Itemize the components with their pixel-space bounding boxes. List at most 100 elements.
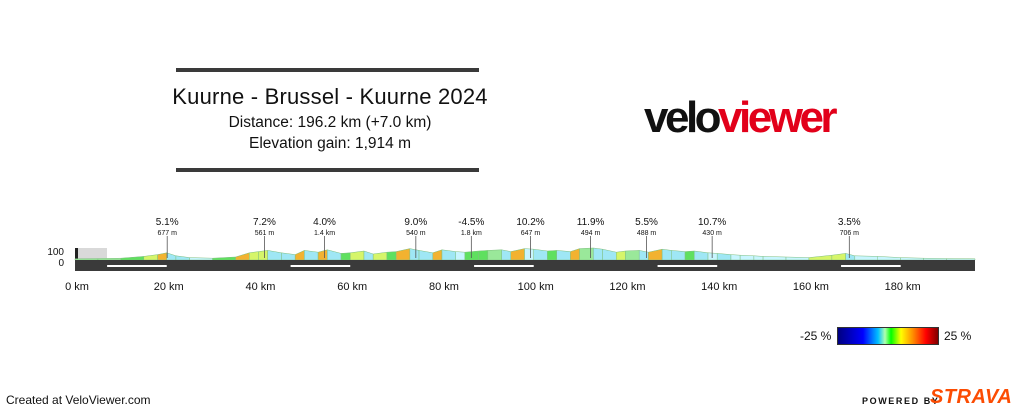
climb-length-label: 540 m <box>406 230 426 237</box>
x-tick-label: 120 km <box>609 281 645 293</box>
profile-segment <box>363 250 374 261</box>
climb-grade-label: -4.5% <box>458 217 484 228</box>
y-axis <box>75 248 78 260</box>
profile-segment <box>409 248 420 261</box>
profile-segment <box>762 256 787 261</box>
y-tick-label: 0 <box>58 258 64 269</box>
profile-segment <box>556 250 571 261</box>
created-at-link[interactable]: Created at VeloViewer.com <box>6 393 151 407</box>
profile-segment <box>317 249 328 261</box>
profile-segment <box>638 250 649 261</box>
profile-segment <box>524 248 534 261</box>
profile-segment <box>432 249 443 261</box>
profile-segment <box>923 257 947 261</box>
scale-segment <box>107 265 167 267</box>
profile-segment <box>418 250 434 261</box>
climb-length-label: 561 m <box>255 230 275 237</box>
profile-segment <box>267 250 282 261</box>
x-tick-label: 80 km <box>429 281 459 293</box>
powered-by-label: POWERED BY <box>862 396 940 406</box>
climb-length-label: 677 m <box>157 230 177 237</box>
climb-grade-label: 7.2% <box>253 217 276 228</box>
distance-label: Distance: 196.2 km (+7.0 km) <box>228 114 432 131</box>
title-rule-bottom <box>176 168 479 172</box>
profile-segment <box>785 256 810 261</box>
climb-grade-label: 10.7% <box>698 217 726 228</box>
profile-segment <box>327 249 342 261</box>
profile-segment <box>845 253 856 261</box>
gradient-colorbar <box>837 327 939 345</box>
profile-segment <box>648 248 663 261</box>
climb-grade-label: 5.5% <box>635 217 658 228</box>
elevation-gain-label: Elevation gain: 1,914 m <box>249 135 411 152</box>
profile-segment <box>510 248 525 261</box>
y-tick-label: 100 <box>47 247 64 258</box>
profile-segment <box>249 251 259 261</box>
profile-segment <box>464 250 479 261</box>
profile-segment <box>281 252 296 261</box>
profile-segment <box>143 254 158 261</box>
climb-length-label: 706 m <box>840 230 860 237</box>
profile-segment <box>189 257 213 261</box>
profile-segment <box>395 248 411 261</box>
climb-length-label: 1.4 km <box>314 230 335 237</box>
profile-segment <box>739 254 755 261</box>
profile-segment <box>593 247 603 261</box>
x-tick-label: 20 km <box>154 281 184 293</box>
x-tick-label: 100 km <box>518 281 554 293</box>
profile-segment <box>235 252 250 261</box>
page-title: Kuurne - Brussel - Kuurne 2024 <box>172 84 488 109</box>
climb-grade-label: 11.9% <box>577 217 605 228</box>
logo-part-velo: velo <box>644 93 722 142</box>
profile-segment <box>533 248 548 261</box>
profile-segment <box>946 258 976 261</box>
profile-segment <box>455 251 466 261</box>
x-tick-label: 160 km <box>793 281 829 293</box>
climb-length-label: 647 m <box>521 230 541 237</box>
x-tick-label: 60 km <box>337 281 367 293</box>
profile-segment <box>386 251 397 261</box>
scale-segment <box>290 265 351 267</box>
profile-segment <box>340 252 351 261</box>
colorbar-min-label: -25 % <box>800 329 832 343</box>
profile-segment <box>707 252 718 261</box>
profile-segment <box>625 250 640 261</box>
colorbar-max-label: 25 % <box>944 329 972 343</box>
profile-segment <box>753 255 764 261</box>
y-scale-block <box>75 248 107 260</box>
scale-segment <box>474 265 534 267</box>
climb-grade-label: 3.5% <box>838 217 861 228</box>
profile-segment <box>97 257 122 261</box>
strava-logo: STRAVA <box>930 386 1013 408</box>
x-tick-label: 140 km <box>701 281 737 293</box>
profile-segment <box>694 250 709 261</box>
profile-segment <box>716 253 732 261</box>
climb-length-label: 1.8 km <box>461 230 482 237</box>
profile-segment <box>808 254 833 261</box>
profile-segment <box>602 248 617 261</box>
scale-segment <box>841 265 901 267</box>
x-tick-label: 0 km <box>65 281 89 293</box>
profile-segment <box>900 257 924 261</box>
climb-grade-label: 4.0% <box>313 217 336 228</box>
climb-length-label: 488 m <box>637 230 657 237</box>
profile-segment <box>730 254 741 261</box>
profile-segment <box>616 250 626 261</box>
title-rule-top <box>176 68 479 72</box>
profile-segment <box>166 252 177 261</box>
profile-segment <box>212 256 236 261</box>
scale-segment <box>657 265 718 267</box>
profile-segment <box>501 249 512 261</box>
climb-grade-label: 9.0% <box>404 217 427 228</box>
profile-segment <box>372 251 388 261</box>
profile-segment <box>175 255 190 261</box>
profile-segment <box>120 256 145 261</box>
veloviewer-logo: veloviewer <box>644 93 838 142</box>
x-tick-label: 180 km <box>885 281 921 293</box>
profile-segment <box>294 250 305 261</box>
profile-segment <box>487 249 502 261</box>
profile-segment <box>854 255 879 261</box>
profile-segment <box>441 249 456 261</box>
profile-segment <box>349 250 365 261</box>
